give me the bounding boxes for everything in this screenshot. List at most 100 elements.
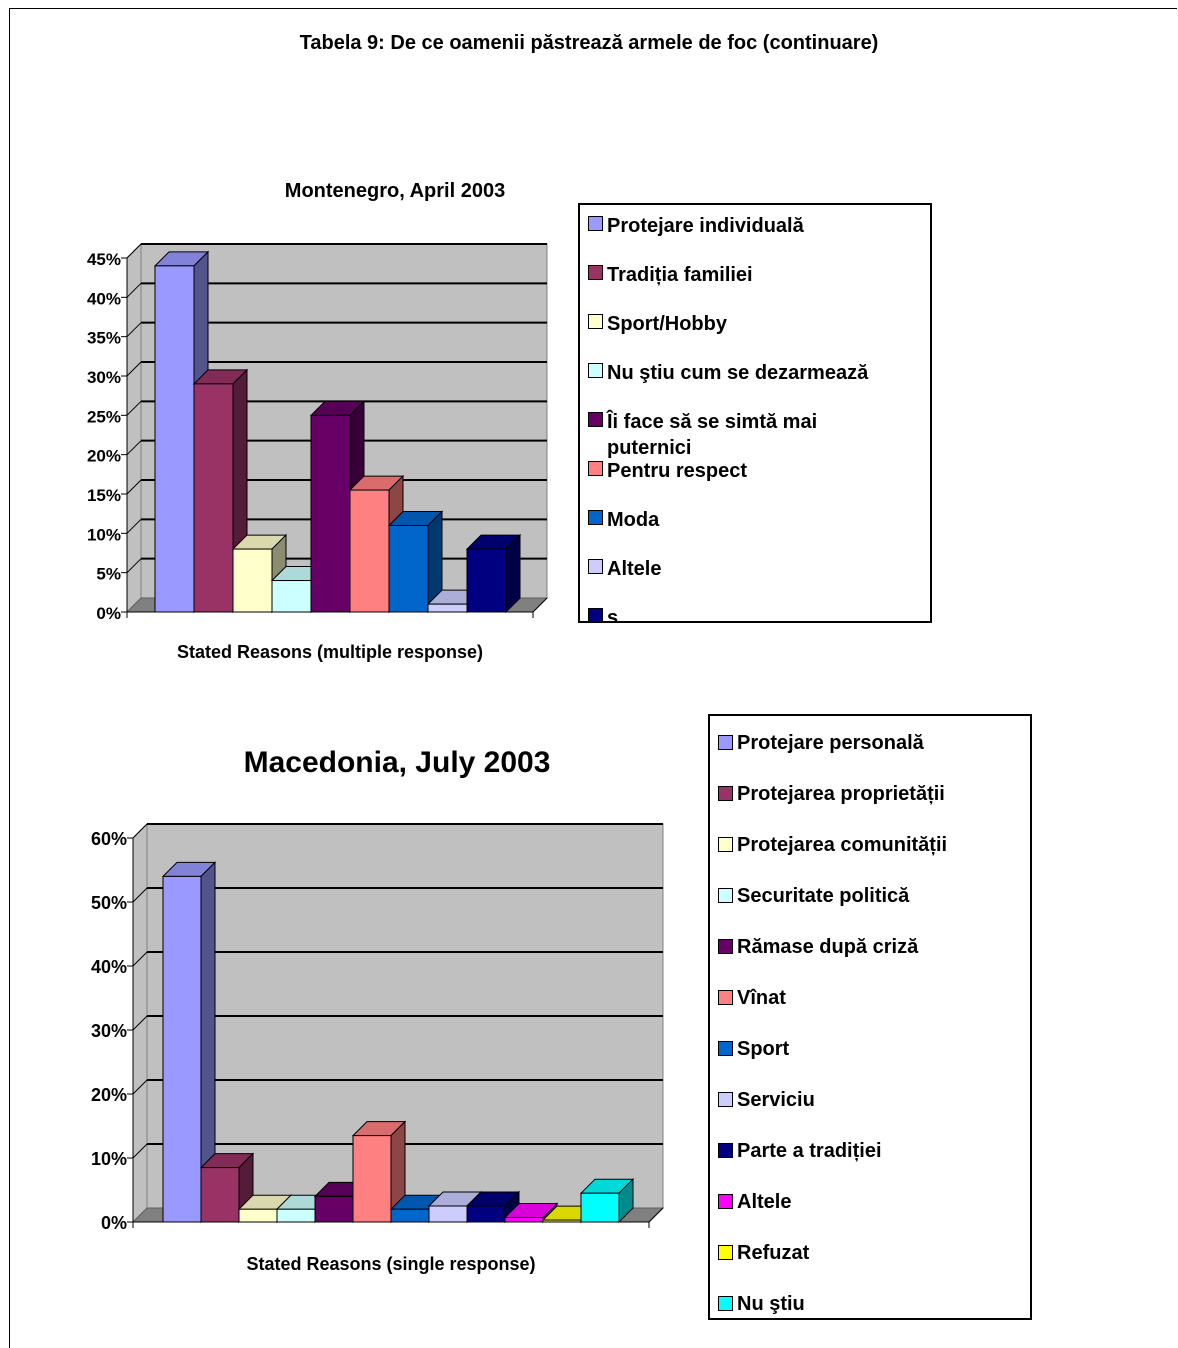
legend-swatch xyxy=(588,461,603,476)
bar xyxy=(428,1205,468,1223)
x-axis-label: Stated Reasons (multiple response) xyxy=(177,642,483,662)
legend-label: Protejare individuală xyxy=(607,215,804,237)
y-tick-label: 50% xyxy=(91,893,127,913)
bar xyxy=(542,1219,582,1223)
legend-swatch xyxy=(588,608,603,621)
bar xyxy=(388,524,429,613)
y-tick-label: 45% xyxy=(87,250,121,269)
legend-label: Nu ştiu xyxy=(737,1293,805,1315)
y-tick-label: 15% xyxy=(87,486,121,505)
bar xyxy=(466,1205,506,1223)
x-axis-end xyxy=(532,597,548,613)
legend-swatch xyxy=(718,837,733,852)
legend-item: Pentru respect xyxy=(588,458,907,482)
legend-label: Sport xyxy=(737,1038,790,1060)
bar xyxy=(352,1135,392,1223)
gridline-side xyxy=(126,558,142,574)
bar xyxy=(276,1208,316,1223)
legend-item: Rămase după criză xyxy=(718,936,918,958)
bar xyxy=(193,383,234,613)
bar xyxy=(390,1208,430,1223)
gridline-side xyxy=(126,322,142,338)
y-tick-label: 30% xyxy=(87,368,121,387)
legend-swatch xyxy=(718,1296,733,1311)
y-tick-label: 20% xyxy=(87,447,121,466)
legend-label: Protejare personală xyxy=(737,732,924,754)
legend-item: Protejare individuală xyxy=(588,213,907,237)
legend-swatch xyxy=(588,510,603,525)
legend-montenegro: Protejare individuală Tradiția familiei Sp… xyxy=(578,203,932,623)
legend-item: Protejare personală xyxy=(718,732,924,754)
legend-item: Sport/Hobby xyxy=(588,311,907,335)
gridline-side xyxy=(126,282,142,298)
legend-item: Altele xyxy=(718,1191,791,1213)
legend-item: s xyxy=(588,605,907,621)
legend-label: Altele xyxy=(737,1191,792,1213)
y-tick-label: 10% xyxy=(87,525,121,544)
legend-label: Moda xyxy=(607,509,660,531)
legend-label: Sport/Hobby xyxy=(607,313,727,335)
bar xyxy=(310,414,351,613)
page-title: Tabela 9: De ce oamenii păstrează armele… xyxy=(299,32,879,54)
bar xyxy=(504,1217,544,1223)
legend-swatch xyxy=(718,990,733,1005)
legend-swatch xyxy=(718,939,733,954)
legend-label: Nu ştiu cum se dezarmează xyxy=(607,362,869,384)
legend-item: Sport xyxy=(718,1038,789,1060)
gridline-side xyxy=(132,1143,148,1159)
x-axis-label: Stated Reasons (single response) xyxy=(246,1254,535,1274)
legend-label: Serviciu xyxy=(737,1089,815,1111)
bar xyxy=(232,548,273,613)
legend-label: Refuzat xyxy=(737,1242,810,1264)
legend-item: Parte a tradiției xyxy=(718,1140,882,1162)
legend-swatch xyxy=(588,314,603,329)
legend-label: Securitate politică xyxy=(737,885,910,907)
chart-title: Macedonia, July 2003 xyxy=(244,746,551,779)
bar xyxy=(580,1192,620,1223)
legend-item: Protejarea proprietății xyxy=(718,783,945,805)
legend-item: Tradiția familiei xyxy=(588,262,907,286)
legend-macedonia: Protejare personală Protejarea proprietăț… xyxy=(708,714,1032,1320)
legend-item: Serviciu xyxy=(718,1089,815,1111)
legend-label: Îi face să se simtă mai puternici xyxy=(607,411,818,459)
legend-swatch xyxy=(718,1041,733,1056)
legend-swatch xyxy=(588,412,603,427)
gridline-side xyxy=(132,951,148,967)
y-tick-label: 25% xyxy=(87,407,121,426)
gridline-side xyxy=(132,887,148,903)
gridline-side xyxy=(126,400,142,416)
legend-swatch xyxy=(588,363,603,378)
gridline-side xyxy=(132,823,148,839)
legend-label: Protejarea comunității xyxy=(737,834,948,856)
legend-item: Vînat xyxy=(718,987,786,1009)
bar xyxy=(154,265,195,613)
bar xyxy=(466,548,507,613)
legend-item: Moda xyxy=(588,507,907,531)
bar xyxy=(238,1208,278,1223)
legend-swatch xyxy=(588,216,603,231)
legend-swatch xyxy=(588,265,603,280)
legend-swatch xyxy=(718,1194,733,1209)
gridline-side xyxy=(132,1015,148,1031)
legend-label: Pentru respect xyxy=(607,460,748,482)
bar xyxy=(349,489,390,613)
chart-macedonia: 0% 10% 20% 30% 40% 50% 60% Macedonia, July 2003… xyxy=(91,746,665,1274)
gridline-side xyxy=(132,1079,148,1095)
y-tick-label: 30% xyxy=(91,1021,127,1041)
legend-label: Altele xyxy=(607,558,662,580)
legend-item: Îi face să se simtă mai puternici xyxy=(588,409,907,459)
legend-swatch xyxy=(718,786,733,801)
y-tick-label: 35% xyxy=(87,329,121,348)
legend-swatch xyxy=(718,1092,733,1107)
legend-item: Protejarea comunității xyxy=(718,834,947,856)
legend-label: Vînat xyxy=(737,987,786,1009)
page-frame xyxy=(9,8,1177,1348)
legend-label: Tradiția familiei xyxy=(607,264,753,286)
legend-item: Nu ştiu cum se dezarmează xyxy=(588,360,907,384)
y-tick-label: 40% xyxy=(91,957,127,977)
gridline-side xyxy=(126,243,142,259)
legend-swatch xyxy=(718,735,733,750)
legend-label: Protejarea proprietății xyxy=(737,783,945,805)
legend-item: Refuzat xyxy=(718,1242,809,1264)
x-axis-end xyxy=(648,1207,664,1223)
